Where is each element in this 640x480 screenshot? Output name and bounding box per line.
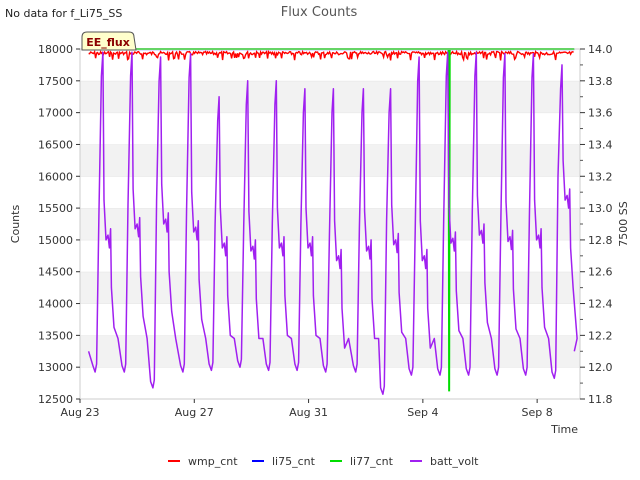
legend: wmp_cnt li75_cnt li77_cnt batt_volt <box>168 455 479 468</box>
y-axis-right-label: 7500 SS <box>617 201 630 246</box>
left-tick-label: 12500 <box>38 393 73 406</box>
grid-band <box>80 303 580 336</box>
y-axis-left-label: Counts <box>9 205 22 244</box>
right-tick-label: 12.8 <box>588 234 613 247</box>
right-tick-label: 12.4 <box>588 298 613 311</box>
right-tick-label: 13.8 <box>588 75 613 88</box>
left-tick-label: 14500 <box>38 266 73 279</box>
grid-band <box>80 112 580 145</box>
right-tick-label: 13.6 <box>588 107 613 120</box>
right-tick-label: 13.2 <box>588 170 613 183</box>
right-tick-label: 12.0 <box>588 361 613 374</box>
grid-band <box>80 144 580 177</box>
right-tick-label: 13.4 <box>588 138 613 151</box>
left-tick-label: 13000 <box>38 361 73 374</box>
ee-flux-badge-box <box>81 31 137 51</box>
left-tick-label: 17000 <box>38 107 73 120</box>
x-axis: Aug 23 Aug 27 Aug 31 Sep 4 Sep 8 <box>61 399 553 419</box>
right-tick-label: 13.0 <box>588 202 613 215</box>
left-tick-label: 18000 <box>38 43 73 56</box>
left-tick-label: 14000 <box>38 298 73 311</box>
series-batt-volt <box>87 51 578 395</box>
left-tick-label: 16500 <box>38 138 73 151</box>
left-axis: 12500 13000 13500 14000 14500 15000 15500 16000… <box>38 43 80 406</box>
left-tick-label: 17500 <box>38 75 73 88</box>
no-data-note: No data for f_Li75_SS <box>5 7 123 20</box>
left-tick-label: 15500 <box>38 202 73 215</box>
left-tick-label: 13500 <box>38 329 73 342</box>
ee-flux-badge: EE_flux <box>81 31 137 51</box>
legend-label-li75-cnt: li75_cnt <box>272 455 316 468</box>
x-tick-label: Aug 23 <box>61 406 100 419</box>
grid-band <box>80 80 580 113</box>
legend-label-wmp-cnt: wmp_cnt <box>188 455 238 468</box>
right-tick-label: 12.6 <box>588 266 613 279</box>
right-tick-label: 14.0 <box>588 43 613 56</box>
right-tick-label: 12.2 <box>588 329 613 342</box>
x-tick-label: Aug 31 <box>289 406 328 419</box>
x-axis-label: Time <box>550 423 578 436</box>
legend-label-batt-volt: batt_volt <box>430 455 479 468</box>
chart-title: Flux Counts <box>281 5 358 20</box>
ee-flux-badge-label: EE_flux <box>86 36 130 49</box>
right-axis: 11.8 12.0 12.2 12.4 12.6 12.8 13.0 13.2 13.4 13.6… <box>580 43 613 406</box>
left-tick-label: 15000 <box>38 234 73 247</box>
x-tick-label: Aug 27 <box>175 406 214 419</box>
x-tick-label: Sep 4 <box>407 406 438 419</box>
series-wmp-cnt <box>88 49 574 63</box>
grid-band <box>80 239 580 272</box>
left-tick-label: 16000 <box>38 170 73 183</box>
x-tick-label: Sep 8 <box>522 406 553 419</box>
grid-band <box>80 271 580 304</box>
right-tick-label: 11.8 <box>588 393 613 406</box>
legend-label-li77-cnt: li77_cnt <box>350 455 394 468</box>
grid-band <box>80 335 580 368</box>
